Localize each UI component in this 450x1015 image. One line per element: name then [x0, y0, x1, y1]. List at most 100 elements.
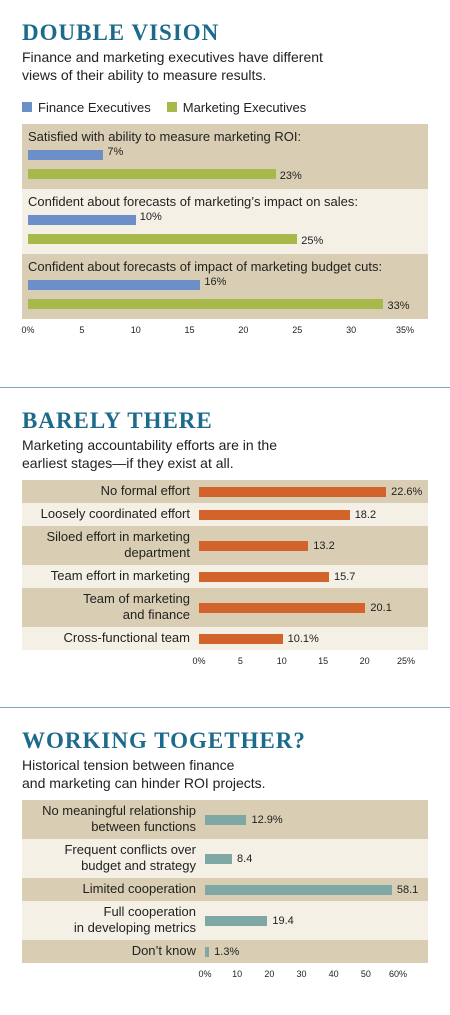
bar [199, 486, 387, 497]
category-label: Limited cooperation [82, 881, 196, 896]
x-tick-label: 0% [192, 656, 206, 666]
rows: Satisfied with ability to measure market… [22, 124, 428, 319]
category-label: Full cooperation in developing metrics [73, 904, 196, 935]
category-row: No meaningful relationship between funct… [22, 800, 428, 839]
bar-line: 7% [28, 145, 422, 164]
bar-line: 25% [28, 229, 422, 248]
category-label: Confident about forecasts of impact of m… [28, 259, 383, 274]
bar [205, 884, 392, 895]
bar [199, 509, 350, 520]
x-tick-label: 25% [396, 656, 416, 666]
bar [205, 814, 247, 825]
value-label: 7% [107, 146, 124, 158]
chart-subtitle: Historical tension between finance and m… [22, 757, 266, 791]
chart-section: BARELY THERE Marketing accountability eff… [0, 388, 450, 708]
legend-item: Finance Executives [22, 100, 151, 115]
legend-swatch [166, 102, 177, 112]
value-label: 20.1 [370, 601, 392, 614]
x-axis: 0% 5 10 15 20 25% [22, 650, 428, 670]
category-label: No formal effort [100, 483, 190, 498]
category-label: Cross-functional team [63, 630, 190, 645]
value-label: 15.7 [333, 570, 356, 583]
bar [199, 602, 366, 613]
bar [28, 234, 298, 244]
value-label: 23% [279, 170, 302, 182]
category-row: Team effort in marketing 15.7 [22, 565, 428, 588]
x-tick-label: 30 [296, 969, 307, 979]
x-tick-label: 10 [276, 656, 287, 666]
bar [205, 946, 210, 957]
x-tick-label: 15 [184, 325, 195, 335]
chart-title: BARELY THERE [22, 408, 213, 433]
category-row: Satisfied with ability to measure market… [22, 124, 428, 189]
value-label: 58.1 [396, 883, 419, 896]
x-tick-label: 20 [359, 656, 370, 666]
x-tick-label: 35% [395, 325, 415, 335]
category-label: Confident about forecasts of marketing’s… [28, 194, 358, 209]
value-label: 33% [387, 300, 410, 312]
category-row: Team of marketing and finance 20.1 [22, 588, 428, 627]
value-label: 18.2 [354, 508, 377, 521]
bar [205, 853, 233, 864]
category-row: Frequent conflicts over budget and strat… [22, 839, 428, 878]
x-axis: 0% 10 20 30 40 50 60% [22, 963, 428, 983]
value-label: 10% [139, 211, 162, 223]
value-label: 8.4 [237, 852, 253, 865]
value-label: 25% [301, 235, 324, 247]
category-label: Don’t know [131, 943, 196, 958]
category-row: No formal effort 22.6% [22, 480, 428, 503]
plot-area: No formal effort 22.6% Loosely coordinated… [22, 480, 428, 670]
plot-area: Satisfied with ability to measure market… [21, 124, 428, 339]
category-row: Confident about forecasts of marketing’s… [22, 189, 428, 254]
plot-area: No meaningful relationship between funct… [22, 800, 428, 983]
bar-line: 33% [28, 294, 422, 313]
legend-swatch [22, 102, 32, 112]
x-tick-label: 50 [360, 969, 371, 979]
category-label: Team effort in marketing [50, 568, 190, 583]
value-label: 1.3% [214, 945, 240, 958]
x-tick-label: 15 [318, 656, 329, 666]
value-label: 19.4 [272, 914, 294, 927]
rows: No formal effort 22.6% Loosely coordinated… [22, 480, 428, 650]
x-tick-label: 60% [388, 969, 408, 979]
chart-section: DOUBLE VISION Finance and marketing execu… [0, 0, 450, 388]
bar-line: 10% [28, 210, 422, 229]
legend-item: Marketing Executives [166, 99, 307, 115]
value-label: 10.1% [287, 632, 319, 645]
chart-title: DOUBLE VISION [22, 20, 220, 45]
value-label: 16% [204, 276, 227, 288]
x-tick-label: 0% [198, 969, 212, 979]
bar [199, 540, 309, 551]
bar [28, 280, 201, 290]
legend: Finance Executives Marketing Executives [22, 98, 428, 116]
x-tick-label: 20 [264, 969, 275, 979]
category-row: Confident about forecasts of impact of m… [22, 254, 428, 319]
category-row: Siloed effort in marketing department 13.… [22, 526, 428, 565]
category-label: Loosely coordinated effort [40, 506, 190, 521]
category-row: Full cooperation in developing metrics 19… [22, 901, 428, 940]
bar [199, 633, 283, 644]
category-label: Siloed effort in marketing department [46, 529, 190, 560]
x-tick-label: 0% [21, 325, 35, 335]
bar [28, 215, 136, 225]
chart-subtitle: Marketing accountability efforts are in … [22, 437, 277, 471]
chart-title: WORKING TOGETHER? [22, 728, 306, 753]
bar-line: 23% [28, 164, 422, 183]
x-axis: 0% 5 10 15 20 25 30 35% [21, 319, 428, 339]
category-row: Loosely coordinated effort 18.2 [22, 503, 428, 526]
x-tick-label: 40 [328, 969, 339, 979]
category-row: Don’t know 1.3% [22, 940, 428, 963]
x-tick-label: 10 [130, 325, 141, 335]
legend-label: Marketing Executives [182, 99, 307, 115]
x-tick-label: 5 [79, 325, 85, 335]
value-label: 22.6% [391, 485, 423, 498]
category-row: Cross-functional team 10.1% [22, 627, 428, 650]
value-label: 12.9% [251, 813, 283, 826]
x-tick-label: 30 [346, 325, 357, 335]
bar [199, 571, 329, 582]
bar [28, 150, 104, 160]
category-label: No meaningful relationship between funct… [42, 803, 196, 834]
legend-label: Finance Executives [38, 99, 151, 115]
x-tick-label: 5 [237, 656, 243, 666]
